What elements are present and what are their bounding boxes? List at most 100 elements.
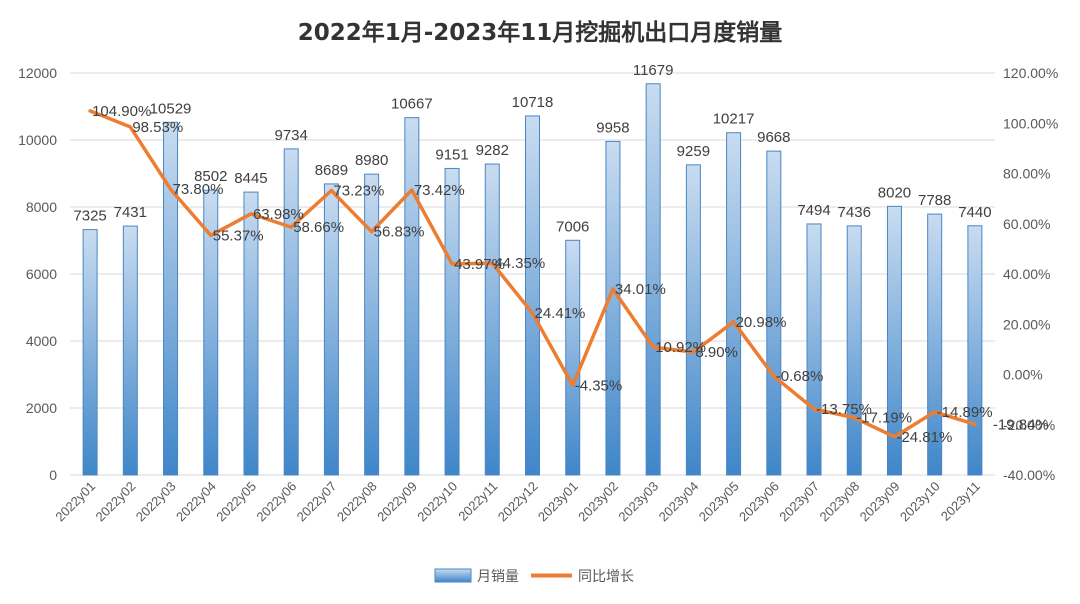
bar bbox=[283, 148, 299, 476]
bar bbox=[565, 239, 581, 476]
bar-value-label: 9259 bbox=[677, 143, 710, 160]
bar-value-label: 8502 bbox=[194, 168, 227, 185]
line-value-label: 73.80% bbox=[173, 181, 224, 198]
bar bbox=[122, 225, 138, 476]
left-axis: 0 2000 4000 6000 8000 10000 12000 bbox=[18, 65, 57, 483]
right-tick-label: -20.00% bbox=[1003, 417, 1055, 433]
legend: 月销量 同比增长 bbox=[434, 568, 634, 585]
bar-value-label: 7325 bbox=[73, 208, 106, 225]
left-tick-label: 2000 bbox=[26, 400, 57, 416]
line-value-label: -0.68% bbox=[776, 368, 824, 385]
x-tick-label: 2023y10 bbox=[897, 479, 943, 525]
bar-value-label: 7440 bbox=[958, 204, 991, 221]
bar-value-label: 9151 bbox=[435, 146, 468, 163]
left-tick-label: 12000 bbox=[18, 65, 57, 81]
x-tick-label: 2023y09 bbox=[857, 479, 903, 525]
line-value-label: -13.75% bbox=[816, 401, 872, 418]
right-tick-label: -40.00% bbox=[1003, 467, 1055, 483]
left-tick-label: 8000 bbox=[26, 199, 57, 215]
bar-value-label: 7431 bbox=[114, 204, 147, 221]
x-tick-label: 2022y03 bbox=[133, 479, 179, 525]
bar-value-label: 7788 bbox=[918, 192, 951, 209]
line-value-label: 98.53% bbox=[132, 119, 183, 136]
bar bbox=[484, 163, 500, 476]
legend-bar-swatch bbox=[434, 568, 472, 583]
bar-value-label: 9958 bbox=[596, 119, 629, 136]
line-value-label: -14.89% bbox=[937, 404, 993, 421]
line-value-label: 73.42% bbox=[414, 182, 465, 199]
bar bbox=[525, 115, 540, 476]
bar-value-label: 10718 bbox=[512, 94, 554, 111]
bar-value-label: 11679 bbox=[633, 62, 674, 79]
bar bbox=[927, 213, 943, 476]
x-tick-label: 2022y11 bbox=[455, 479, 500, 524]
bar bbox=[163, 121, 179, 476]
left-tick-label: 4000 bbox=[26, 333, 57, 349]
right-tick-label: 40.00% bbox=[1003, 266, 1050, 282]
bar-value-label: 7006 bbox=[556, 218, 589, 235]
x-axis: 2022y012022y022022y032022y042022y052022y… bbox=[52, 479, 983, 525]
line-value-labels: 104.90%98.53% 73.80% 55.37% 63.98%58.66% 73.… bbox=[92, 103, 1049, 446]
line-value-label: 56.83% bbox=[374, 224, 425, 241]
legend-line-label: 同比增长 bbox=[578, 569, 634, 585]
line-value-label: 10.92% bbox=[655, 339, 706, 356]
bar bbox=[82, 229, 98, 476]
line-value-label: 73.23% bbox=[333, 183, 384, 200]
right-tick-label: 120.00% bbox=[1003, 65, 1058, 81]
bar-value-label: 8980 bbox=[355, 152, 388, 169]
bar bbox=[364, 173, 380, 476]
x-tick-label: 2022y09 bbox=[374, 479, 420, 525]
chart-title: 2022年1月-2023年11月挖掘机出口月度销量 bbox=[298, 19, 783, 46]
left-tick-label: 10000 bbox=[18, 132, 57, 148]
bar bbox=[806, 223, 822, 476]
line-series bbox=[88, 109, 977, 439]
right-tick-label: 60.00% bbox=[1003, 216, 1050, 232]
line-value-label: 63.98% bbox=[253, 206, 304, 223]
x-tick-label: 2022y05 bbox=[213, 479, 259, 525]
x-tick-label: 2023y06 bbox=[736, 479, 782, 525]
bar-value-label: 8445 bbox=[234, 170, 267, 187]
bar bbox=[967, 225, 983, 476]
x-tick-label: 2023y04 bbox=[656, 479, 702, 525]
line-value-label: -19.84% bbox=[993, 416, 1049, 433]
line-value-label: 8.90% bbox=[695, 344, 738, 361]
x-tick-label: 2022y10 bbox=[414, 479, 460, 525]
bar bbox=[605, 140, 621, 476]
left-tick-label: 0 bbox=[49, 467, 57, 483]
x-tick-label: 2022y02 bbox=[93, 479, 139, 525]
bar bbox=[685, 164, 701, 476]
bar-value-label: 10217 bbox=[713, 111, 755, 128]
bar bbox=[444, 167, 460, 476]
line-value-label: 34.01% bbox=[615, 281, 666, 298]
bar-series bbox=[82, 83, 983, 476]
right-tick-label: 80.00% bbox=[1003, 166, 1050, 182]
bar bbox=[243, 191, 259, 476]
bar-value-label: 9668 bbox=[757, 129, 790, 146]
bar-value-labels: 7325 7431 10529 8502 8445 9734 8689 8980 10667 91… bbox=[73, 62, 991, 236]
line-value-label: 104.90% bbox=[92, 103, 151, 120]
bar bbox=[886, 205, 902, 476]
x-tick-label: 2022y12 bbox=[495, 479, 541, 525]
bar-value-label: 10529 bbox=[150, 100, 192, 117]
line-value-label: 24.41% bbox=[535, 305, 586, 322]
bar-value-label: 7436 bbox=[838, 204, 871, 221]
line-value-label: -24.81% bbox=[896, 429, 952, 446]
x-tick-label: 2023y03 bbox=[615, 479, 661, 525]
right-tick-label: 100.00% bbox=[1003, 115, 1058, 131]
x-tick-label: 2023y11 bbox=[938, 479, 983, 524]
line-value-label: 58.66% bbox=[293, 219, 344, 236]
bar-value-label: 8020 bbox=[878, 184, 911, 201]
bar bbox=[645, 83, 661, 476]
bar bbox=[766, 150, 782, 476]
x-tick-label: 2023y08 bbox=[816, 479, 862, 525]
line-value-label: -17.19% bbox=[856, 410, 912, 427]
x-tick-label: 2022y07 bbox=[294, 479, 340, 525]
bar bbox=[726, 132, 742, 476]
bar-value-label: 7494 bbox=[797, 202, 830, 219]
right-tick-label: 20.00% bbox=[1003, 316, 1050, 332]
line-value-label: 43.97% bbox=[454, 256, 505, 273]
right-tick-label: 0.00% bbox=[1003, 367, 1043, 383]
x-tick-label: 2023y01 bbox=[535, 479, 581, 525]
